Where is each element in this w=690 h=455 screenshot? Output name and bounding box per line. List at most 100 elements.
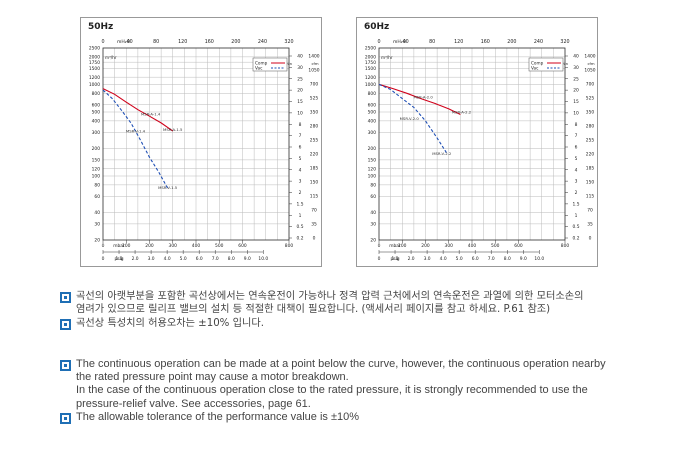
- top-axis-label: mH₂O: [117, 39, 131, 45]
- left-tick-label: 40: [94, 210, 100, 216]
- left-tick-label: 500: [92, 110, 101, 116]
- note-item: 곡선의 아랫부분을 포함한 곡선상에서는 연속운전이 가능하나 정격 압력 근처…: [60, 290, 583, 317]
- chart-panel-50hz: 50Hz 0 40 80 120 160 200 240 320 mH₂O 2500 2000 175…: [80, 17, 322, 267]
- chart-title: 60Hz: [364, 22, 390, 32]
- curve-label: MSR-V-1.4: [126, 128, 146, 133]
- right1-tick-label: 40: [573, 54, 579, 60]
- left-tick-label: 60: [370, 194, 376, 200]
- right1-tick-label: 1.5: [573, 201, 580, 207]
- grid: [378, 47, 566, 241]
- bottom2-tick-label: 0: [102, 256, 105, 262]
- note-line: The continuous operation can be made at …: [76, 358, 606, 370]
- right1-tick-label: 1.5: [297, 201, 304, 207]
- right1-tick-label: 0.2: [297, 236, 304, 242]
- right1-tick-label: 3: [575, 179, 578, 185]
- series-line-comp: [378, 83, 461, 115]
- bottom1-tick-label: 200: [421, 243, 430, 249]
- note-item: The allowable tolerance of the performan…: [60, 411, 606, 424]
- bottom2-axis-label: psig: [114, 256, 123, 262]
- top-tick-label: 80: [429, 39, 435, 45]
- right2-tick-label: 255: [586, 138, 595, 144]
- bottom1-tick-label: 300: [169, 243, 178, 249]
- right2-tick-label: 700: [310, 82, 319, 88]
- top-tick-label: 120: [454, 39, 463, 45]
- notes-english: The continuous operation can be made at …: [60, 358, 606, 424]
- bottom2-tick-label: 4.0: [164, 256, 171, 262]
- right1-tick-label: 2: [299, 190, 302, 196]
- bottom1-tick-label: 500: [491, 243, 500, 249]
- bottom1-tick-label: 500: [215, 243, 224, 249]
- left-tick-label: 2000: [89, 54, 100, 60]
- bottom2-tick-label: 1.0: [392, 256, 399, 262]
- right1-tick-label: 0.2: [573, 236, 580, 242]
- right1-tick-label: 0.5: [297, 224, 304, 230]
- right2-tick-label: 1400: [308, 54, 319, 60]
- right1-tick-label: 25: [297, 76, 303, 82]
- right1-tick-label: 3: [299, 179, 302, 185]
- left-tick-label: 20: [94, 238, 100, 244]
- left-tick-label: 40: [370, 210, 376, 216]
- curve-label: MSR-A-1.5: [163, 127, 183, 132]
- left-tick-label: 120: [368, 166, 377, 172]
- top-tick-label: 0: [377, 39, 380, 45]
- left-tick-label: 80: [370, 182, 376, 188]
- right1-tick-label: 5: [575, 156, 578, 162]
- top-tick-label: 320: [284, 39, 293, 45]
- left-axis-label: m³/hr: [381, 55, 393, 60]
- left-tick-label: 1200: [365, 75, 376, 81]
- left-tick-label: 150: [92, 157, 101, 163]
- left-tick-label: 200: [92, 146, 101, 152]
- bottom1-axis-label: mbar: [389, 243, 401, 249]
- left-tick-label: 2500: [89, 46, 100, 52]
- right2-tick-label: 525: [310, 96, 319, 102]
- right2-tick-label: 280: [310, 124, 319, 130]
- left-tick-label: 1500: [89, 66, 100, 72]
- right1-tick-label: 15: [573, 99, 579, 105]
- bottom2-tick-label: 6.0: [472, 256, 479, 262]
- series-line-comp: [102, 88, 174, 132]
- right2-tick-label: 350: [586, 110, 595, 116]
- bullet-icon: [60, 360, 71, 371]
- left-tick-label: 300: [368, 130, 377, 136]
- right2-tick-label: 220: [310, 152, 319, 158]
- right2-tick-label: 115: [310, 194, 319, 200]
- bottom1-tick-label: 200: [145, 243, 154, 249]
- right2-tick-label: 350: [310, 110, 319, 116]
- right1-tick-label: 8: [299, 122, 302, 128]
- top-tick-label: 160: [205, 39, 214, 45]
- bullet-icon: [60, 318, 71, 330]
- right1-tick-label: 10: [297, 110, 303, 116]
- chart-60hz-svg: 0 40 80 120 160 200 240 320mH₂O2500200017501500…: [365, 39, 596, 262]
- right2-tick-label: 700: [586, 82, 595, 88]
- curve-label: MSR-V-1.5: [158, 185, 178, 190]
- right1-tick-label: 25: [573, 76, 579, 82]
- note-line: 곡선의 아랫부분을 포함한 곡선상에서는 연속운전이 가능하나 정격 압력 근처…: [76, 291, 584, 302]
- bottom2-tick-label: 3.0: [148, 256, 155, 262]
- right2-tick-label: 35: [587, 222, 593, 228]
- top-tick-label: 80: [153, 39, 159, 45]
- top-tick-label: 40: [127, 39, 133, 45]
- left-tick-label: 100: [92, 174, 101, 180]
- bullet-icon: [60, 292, 71, 303]
- bottom1-tick-label: 400: [468, 243, 477, 249]
- note-line: the rated pressure point may cause a mot…: [76, 371, 349, 384]
- right2-axis-label: cfm: [587, 61, 594, 66]
- right1-tick-label: 5: [299, 156, 302, 162]
- bottom2-tick-label: 6.0: [196, 256, 203, 262]
- top-tick-label: 160: [481, 39, 490, 45]
- series-line-vac: [378, 83, 447, 153]
- right2-tick-label: 185: [310, 166, 319, 172]
- right2-tick-label: 1050: [584, 68, 595, 74]
- bottom2-tick-label: 10.0: [258, 256, 268, 262]
- left-tick-label: 1750: [89, 60, 100, 66]
- right1-tick-label: 6: [299, 145, 302, 151]
- right1-tick-label: 7: [575, 133, 578, 139]
- bottom1-tick-label: 400: [192, 243, 201, 249]
- right2-tick-label: 115: [586, 194, 595, 200]
- curve-label: MSR-A-2.0: [413, 95, 433, 100]
- chart-panel-60hz: 60Hz 0 40 80 120 160 200 240 320 mH₂O 2500 2000 175…: [356, 17, 598, 267]
- right2-tick-label: 1050: [308, 68, 319, 74]
- note-item: 곡선상 특성치의 허용오차는 ±10% 입니다.: [60, 317, 583, 330]
- left-tick-label: 1500: [365, 66, 376, 72]
